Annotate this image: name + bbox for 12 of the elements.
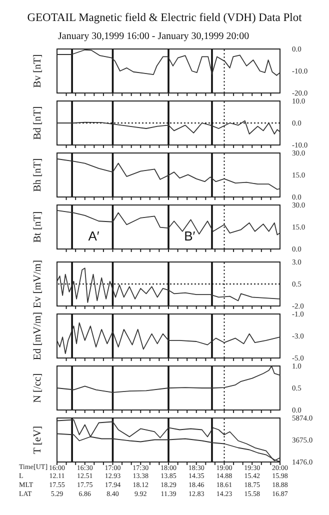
chart-subtitle: January 30,1999 16:00 - January 30,1999 20:00 (58, 31, 250, 42)
annotation: A′ (88, 228, 100, 244)
chart-title: GEOTAIL Magnetic field & Electric field (VDH) Data Plot (26, 12, 303, 24)
y-axis-title: Ev [mV/m] (32, 260, 44, 308)
y-axis-title: N [/cc] (32, 373, 44, 403)
y-axis-title: Bv [nT] (32, 54, 44, 88)
y-axis-title: T [eV] (32, 426, 44, 454)
y-axis-title: Bh [nT] (32, 158, 44, 192)
annotation: B′ (184, 228, 196, 244)
y-axis-title: Bd [nT] (32, 106, 44, 140)
y-axis-title: Bt [nT] (32, 211, 44, 243)
y-axis-title: Ed [mV/m] (32, 312, 44, 360)
